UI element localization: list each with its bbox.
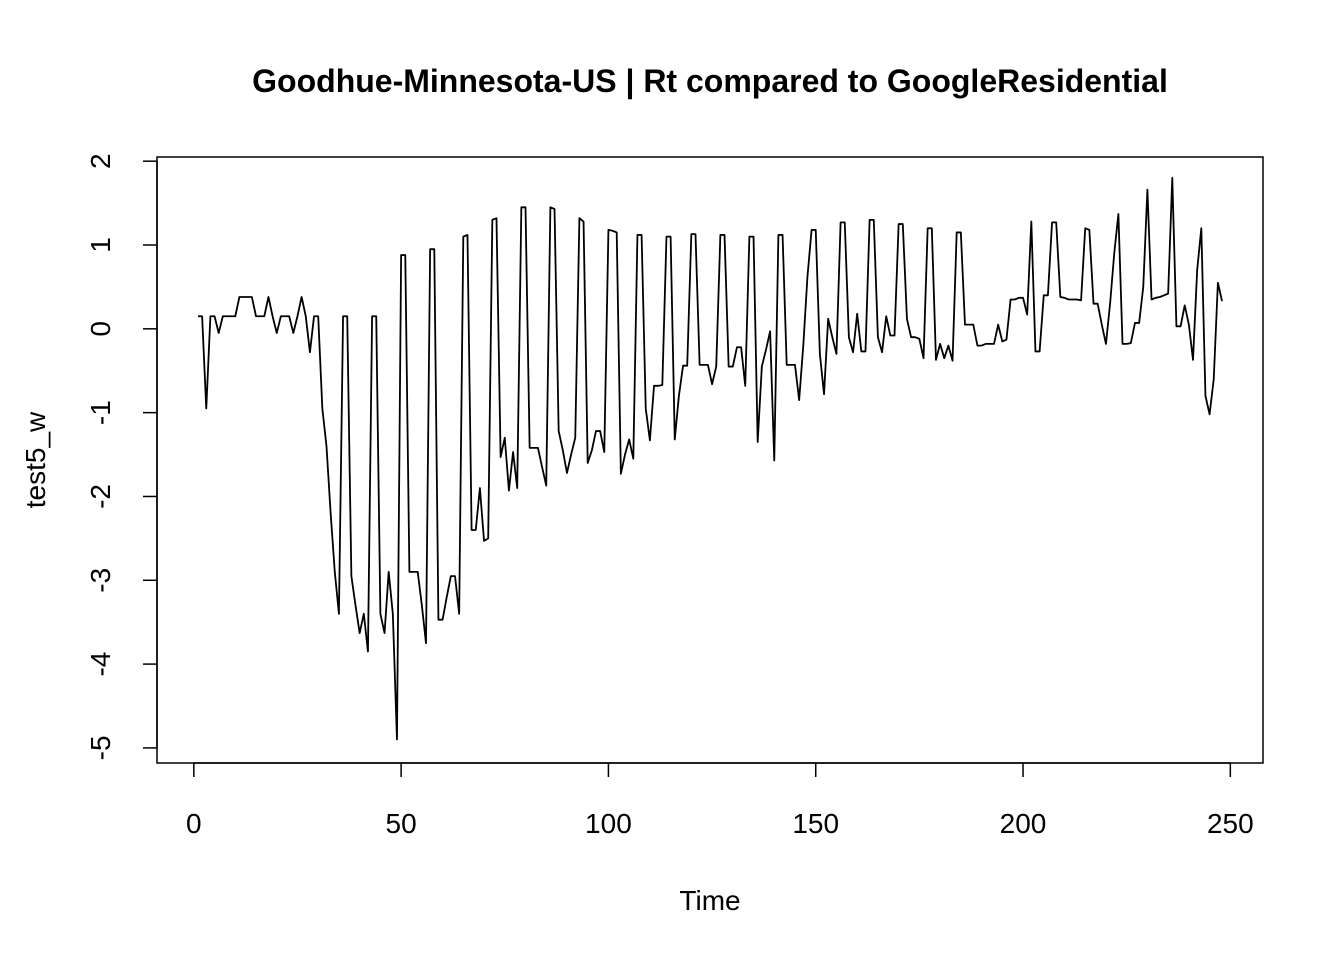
chart-title: Goodhue-Minnesota-US | Rt compared to Go… xyxy=(252,63,1168,99)
y-tick-label: -5 xyxy=(85,735,116,760)
y-axis-label: test5_w xyxy=(20,411,51,508)
y-tick-label: -4 xyxy=(85,652,116,677)
x-tick-label: 50 xyxy=(386,808,417,839)
y-tick-label: -3 xyxy=(85,568,116,593)
x-tick-label: 100 xyxy=(585,808,632,839)
x-tick-label: 200 xyxy=(1000,808,1047,839)
x-tick-label: 0 xyxy=(186,808,202,839)
data-line xyxy=(197,177,1223,741)
plot-box xyxy=(156,156,1264,764)
y-tick-label: 2 xyxy=(85,153,116,169)
x-tick-label: 250 xyxy=(1207,808,1254,839)
y-tick-label: -2 xyxy=(85,484,116,509)
x-tick-label: 150 xyxy=(792,808,839,839)
x-axis-label: Time xyxy=(679,885,740,916)
y-tick-label: 1 xyxy=(85,237,116,253)
y-tick-label: 0 xyxy=(85,321,116,337)
y-tick-label: -1 xyxy=(85,400,116,425)
